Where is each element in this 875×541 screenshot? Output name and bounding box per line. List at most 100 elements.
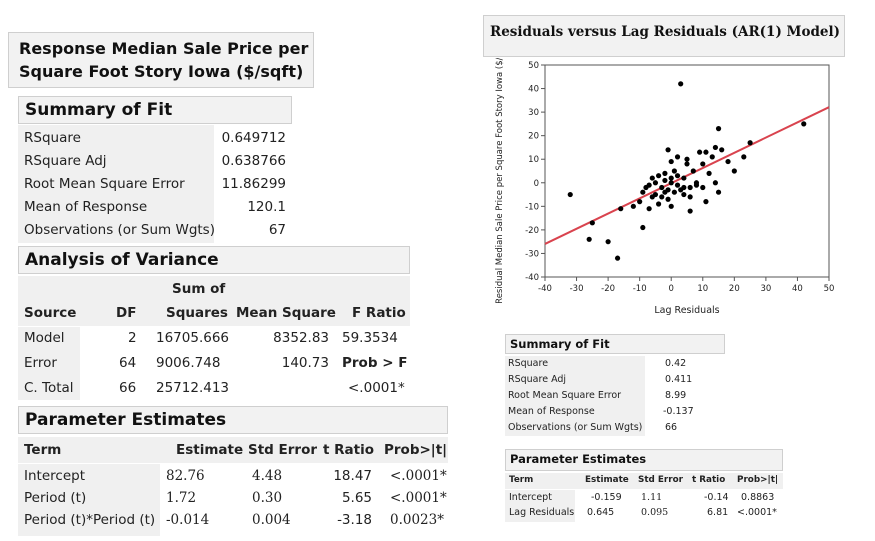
- row-value: 67: [268, 222, 286, 238]
- data-point[interactable]: [693, 182, 700, 188]
- data-point[interactable]: [687, 184, 693, 191]
- cell-term: Intercept: [509, 492, 552, 503]
- param-estimates-2-header[interactable]: Parameter Estimates: [505, 449, 783, 471]
- cell-std-error: 4.48: [252, 468, 283, 484]
- data-point[interactable]: [671, 189, 677, 195]
- data-point[interactable]: [725, 158, 731, 165]
- data-point[interactable]: [741, 154, 747, 160]
- cell-ss: 16705.666: [156, 330, 230, 346]
- data-point[interactable]: [674, 173, 681, 179]
- anova-header[interactable]: Analysis of Variance: [18, 246, 410, 274]
- anova-header-bg: [18, 276, 410, 326]
- cell-df: 2: [128, 330, 137, 346]
- data-point[interactable]: [681, 184, 687, 191]
- points-group: [567, 81, 807, 261]
- x-tick-label: -10: [633, 284, 647, 294]
- data-point[interactable]: [589, 220, 595, 226]
- data-point[interactable]: [700, 161, 706, 167]
- data-point[interactable]: [668, 203, 674, 209]
- scatter-plot[interactable]: -40 -30 -20 -10 0 10 20 30 40 50 50 40 30 20 10 0 -10 -2…: [490, 58, 850, 318]
- data-point[interactable]: [640, 189, 646, 195]
- data-point[interactable]: [703, 199, 709, 205]
- data-point[interactable]: [646, 206, 652, 212]
- data-point[interactable]: [649, 175, 655, 181]
- data-point[interactable]: [719, 147, 725, 153]
- data-point[interactable]: [652, 191, 659, 198]
- data-point[interactable]: [640, 224, 646, 231]
- y-tick-label: 30: [528, 108, 539, 118]
- data-point[interactable]: [700, 184, 706, 191]
- data-point[interactable]: [703, 149, 709, 155]
- data-point[interactable]: [567, 191, 573, 198]
- data-point[interactable]: [731, 168, 737, 174]
- data-point[interactable]: [678, 81, 684, 87]
- anova-sum-of-label: Sum of: [172, 281, 226, 297]
- data-point[interactable]: [618, 206, 624, 212]
- data-point[interactable]: [637, 199, 643, 205]
- data-point[interactable]: [715, 126, 722, 132]
- data-point[interactable]: [671, 168, 677, 174]
- data-point[interactable]: [684, 161, 690, 167]
- data-point[interactable]: [662, 170, 668, 176]
- data-point[interactable]: [681, 175, 687, 181]
- col-header-f-ratio: F Ratio: [352, 305, 406, 321]
- data-point[interactable]: [630, 203, 636, 209]
- y-axis-label: Residual Median Sale Price per Square Fo…: [495, 58, 505, 304]
- x-tick-label: 50: [824, 284, 835, 294]
- data-point[interactable]: [662, 177, 668, 184]
- data-point[interactable]: [668, 175, 674, 181]
- row-label: Mean of Response: [508, 406, 595, 417]
- data-point[interactable]: [614, 255, 621, 261]
- summary-of-fit-header[interactable]: Summary of Fit: [18, 96, 292, 124]
- data-point[interactable]: [656, 173, 662, 179]
- x-tick-labels: -40 -30 -20 -10 0 10 20 30 40 50: [538, 284, 834, 294]
- data-point[interactable]: [715, 189, 722, 195]
- col-header-t-ratio: t Ratio: [323, 442, 375, 458]
- data-point[interactable]: [605, 239, 611, 245]
- data-point[interactable]: [687, 194, 693, 200]
- data-point[interactable]: [656, 201, 662, 207]
- data-point[interactable]: [665, 147, 671, 153]
- cell-prob: 0.0023*: [390, 512, 444, 528]
- data-point[interactable]: [674, 154, 681, 160]
- data-point[interactable]: [652, 180, 659, 186]
- row-label: RSquare: [508, 358, 549, 369]
- data-point[interactable]: [712, 180, 718, 186]
- data-point[interactable]: [665, 196, 671, 202]
- cell-t-ratio: -3.18: [337, 512, 372, 528]
- cell-ss: 25712.413: [156, 380, 230, 396]
- data-point[interactable]: [687, 208, 693, 214]
- x-tick-label: -40: [538, 284, 552, 294]
- cell-f: 59.3534: [342, 330, 398, 346]
- data-point[interactable]: [712, 144, 718, 151]
- plot-frame: [544, 64, 830, 278]
- cell-estimate: -0.014: [166, 512, 210, 528]
- plot-title-box: Residuals versus Lag Residuals (AR(1) Mo…: [483, 15, 845, 57]
- data-point[interactable]: [659, 184, 665, 191]
- y-tick-label: 40: [528, 85, 539, 95]
- data-point[interactable]: [668, 158, 674, 165]
- data-point[interactable]: [681, 191, 687, 198]
- data-point[interactable]: [709, 154, 715, 160]
- data-point[interactable]: [697, 149, 703, 155]
- row-label: Root Mean Square Error: [508, 390, 622, 401]
- y-tick-label: 10: [528, 155, 539, 165]
- data-point[interactable]: [801, 121, 807, 127]
- data-point[interactable]: [646, 182, 652, 188]
- data-point[interactable]: [684, 156, 690, 162]
- data-point[interactable]: [586, 236, 592, 242]
- data-point[interactable]: [674, 182, 681, 188]
- param-estimates-header[interactable]: Parameter Estimates: [18, 406, 448, 434]
- data-point[interactable]: [665, 187, 671, 193]
- row-label: RSquare Adj: [24, 153, 107, 169]
- data-point[interactable]: [747, 140, 753, 146]
- data-point[interactable]: [690, 168, 696, 174]
- data-point[interactable]: [659, 194, 665, 200]
- row-label: RSquare Adj: [508, 374, 567, 385]
- data-point[interactable]: [706, 170, 712, 176]
- data-point[interactable]: [668, 180, 674, 186]
- summary-of-fit-2-header[interactable]: Summary of Fit: [505, 334, 725, 354]
- plot-title: Residuals versus Lag Residuals (AR(1) Mo…: [490, 24, 841, 40]
- summary-of-fit-2-title: Summary of Fit: [510, 337, 610, 351]
- cell-term: Lag Residuals: [509, 507, 575, 518]
